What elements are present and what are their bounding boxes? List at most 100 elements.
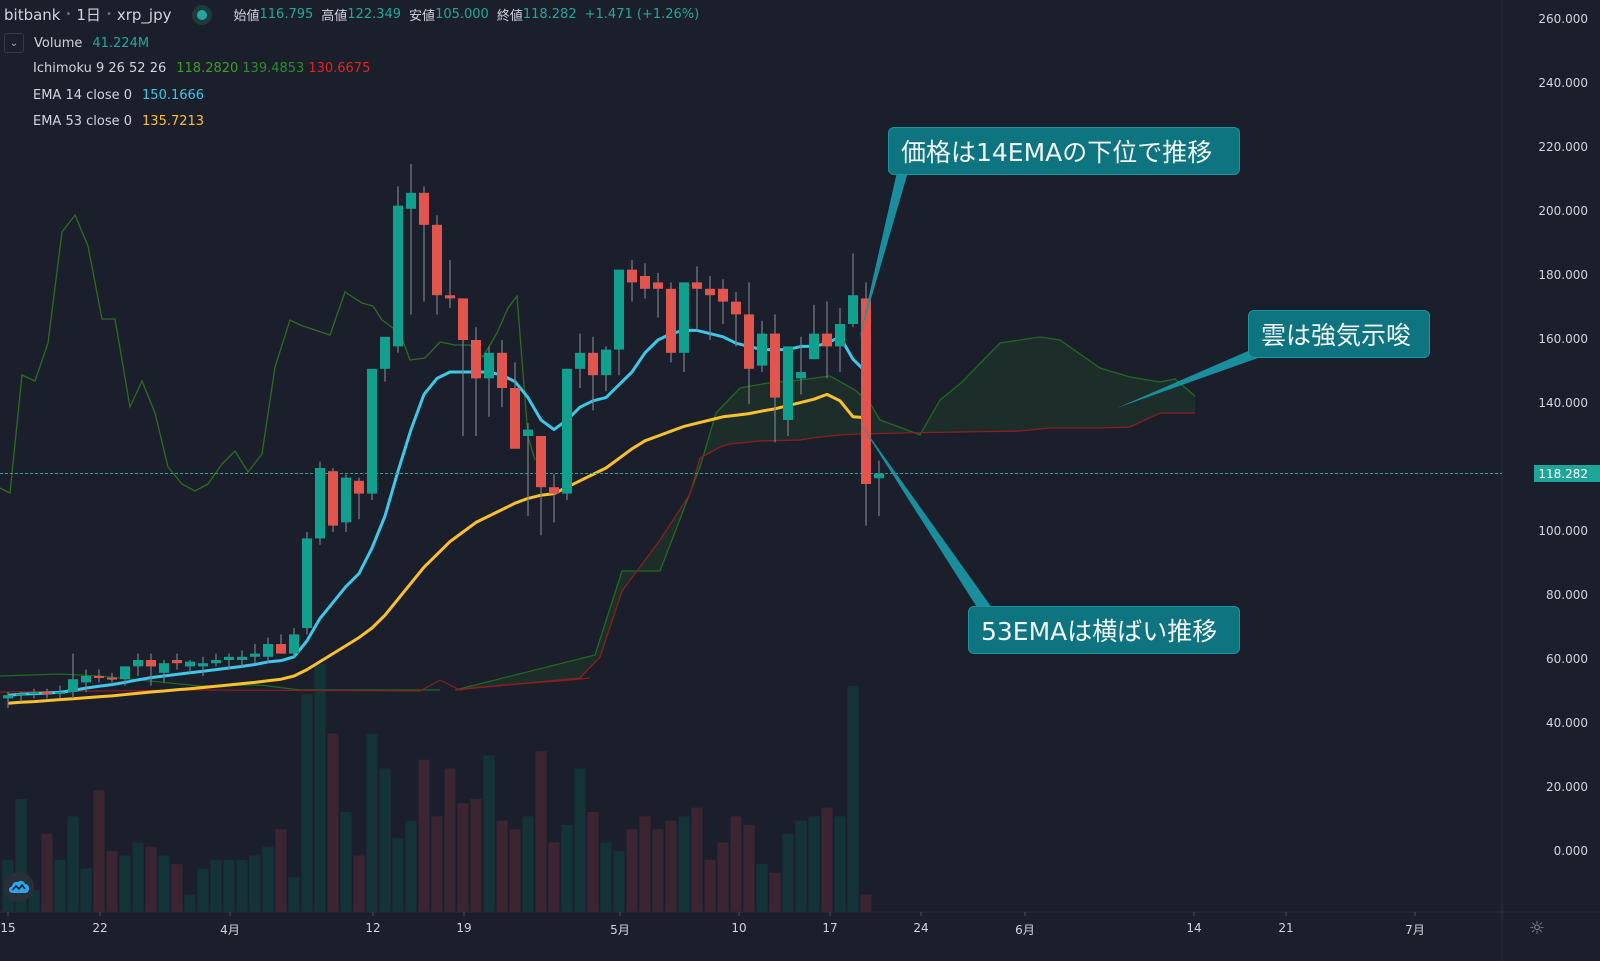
- change-value: +1.471 (+1.26%): [584, 7, 700, 22]
- ema14-value: 150.1666: [142, 88, 205, 103]
- candle-body: [692, 282, 702, 289]
- volume-bar: [535, 751, 547, 912]
- volume-bar: [665, 820, 677, 912]
- annotation-callout[interactable]: 雲は強気示唆: [1248, 310, 1430, 358]
- candle-body: [744, 314, 754, 369]
- candle-body: [419, 192, 429, 225]
- volume-bar: [444, 768, 456, 912]
- candle-body: [146, 660, 156, 667]
- volume-bar: [67, 816, 79, 912]
- time-tick: 19: [456, 921, 472, 935]
- time-tick: 14: [1186, 921, 1202, 935]
- candle-body: [406, 192, 416, 209]
- volume-value: 41.224M: [92, 35, 150, 51]
- candle-body: [367, 368, 377, 494]
- candle-body: [627, 269, 637, 283]
- volume-bar: [613, 851, 625, 912]
- price-tick: 0.000: [1553, 844, 1588, 858]
- time-tick: 10: [731, 921, 747, 935]
- volume-bar: [184, 894, 196, 912]
- volume-bar: [769, 872, 781, 912]
- volume-label[interactable]: Volume: [34, 35, 83, 51]
- collapse-legend-button[interactable]: ⌄: [4, 33, 24, 53]
- low-value: 105.000: [435, 7, 489, 22]
- volume-bar: [197, 868, 209, 912]
- tradingview-logo-button[interactable]: [4, 872, 34, 902]
- symbol-header: bitbank • 1日 • xrp_jpy 始値 116.795 高値 122.3…: [4, 5, 700, 25]
- ichimoku-cloud: [455, 337, 1195, 690]
- volume-bar: [548, 842, 560, 912]
- candle-body: [42, 692, 52, 694]
- volume-bar: [262, 846, 274, 912]
- candle-body: [237, 656, 247, 660]
- open-value: 116.795: [259, 7, 314, 22]
- candle-body: [393, 205, 403, 347]
- volume-legend: ⌄ Volume 41.224M: [4, 33, 149, 53]
- candle-body: [81, 676, 91, 683]
- annotation-callout[interactable]: 53EMAは横ばい推移: [968, 606, 1240, 654]
- price-tick: 200.000: [1538, 204, 1588, 218]
- candle-body: [835, 324, 845, 347]
- low-label: 安値: [409, 9, 436, 24]
- callout-pointer-14ema: [859, 172, 908, 340]
- volume-bar: [743, 825, 755, 912]
- volume-bar: [509, 829, 521, 912]
- candle-body: [185, 661, 195, 667]
- price-tick: 80.000: [1546, 588, 1588, 602]
- candle-body: [640, 276, 650, 289]
- volume-bar: [93, 790, 105, 912]
- candle-body: [848, 295, 858, 324]
- open-label: 始値: [233, 9, 260, 24]
- price-tick: 160.000: [1538, 332, 1588, 346]
- ema53-label[interactable]: EMA 53 close 0: [33, 114, 133, 129]
- ichimoku-legend: Ichimoku 9 26 52 26 118.2820 139.4853 13…: [33, 61, 370, 76]
- time-tick: 6月: [1015, 923, 1035, 937]
- market-status-icon: [197, 9, 208, 20]
- volume-bar: [626, 829, 638, 912]
- volume-bar: [561, 825, 573, 912]
- volume-bar: [639, 816, 651, 912]
- volume-bar: [457, 803, 469, 912]
- ichimoku-value-1: 118.2820: [176, 61, 239, 76]
- ema14-label[interactable]: EMA 14 close 0: [33, 88, 133, 103]
- price-tick: 260.000: [1538, 12, 1588, 26]
- volume-bar: [223, 859, 235, 912]
- volume-bar: [821, 807, 833, 912]
- volume-bar: [782, 833, 794, 912]
- volume-bar: [106, 851, 118, 912]
- candle-body: [458, 298, 468, 340]
- senkou-span-a-line: [454, 336, 1196, 691]
- volume-bar: [431, 816, 443, 912]
- candle-body: [575, 352, 585, 369]
- volume-bar: [795, 820, 807, 912]
- symbol-name[interactable]: xrp_jpy: [116, 5, 172, 24]
- volume-bar: [600, 842, 612, 912]
- annotation-callout[interactable]: 価格は14EMAの下位で推移: [888, 127, 1240, 175]
- exchange-name[interactable]: bitbank: [4, 5, 61, 24]
- callout-pointer-cloud: [1117, 348, 1275, 408]
- volume-bar: [119, 855, 131, 912]
- interval-label[interactable]: 1日: [76, 6, 101, 24]
- candle-body: [328, 471, 338, 526]
- ema53-value: 135.7213: [142, 114, 205, 129]
- ichimoku-label[interactable]: Ichimoku 9 26 52 26: [33, 61, 167, 76]
- candle-body: [679, 282, 689, 353]
- candle-body: [666, 288, 676, 353]
- volume-bar: [210, 859, 222, 912]
- high-value: 122.349: [347, 7, 402, 22]
- volume-bar: [860, 894, 872, 912]
- settings-gear-icon[interactable]: ☼: [1528, 917, 1546, 939]
- chevron-down-icon: ⌄: [9, 37, 19, 49]
- ichimoku-value-2: 139.4853: [242, 61, 305, 76]
- candle-body: [497, 352, 507, 388]
- candle-body: [536, 436, 546, 488]
- volume-bar: [756, 864, 768, 912]
- candle-body: [276, 644, 286, 654]
- candle-body: [432, 224, 442, 296]
- candle-body: [874, 473, 884, 479]
- volume-bar: [834, 816, 846, 912]
- volume-bar: [145, 846, 157, 912]
- candle-body: [601, 349, 611, 376]
- time-tick: 21: [1278, 921, 1294, 935]
